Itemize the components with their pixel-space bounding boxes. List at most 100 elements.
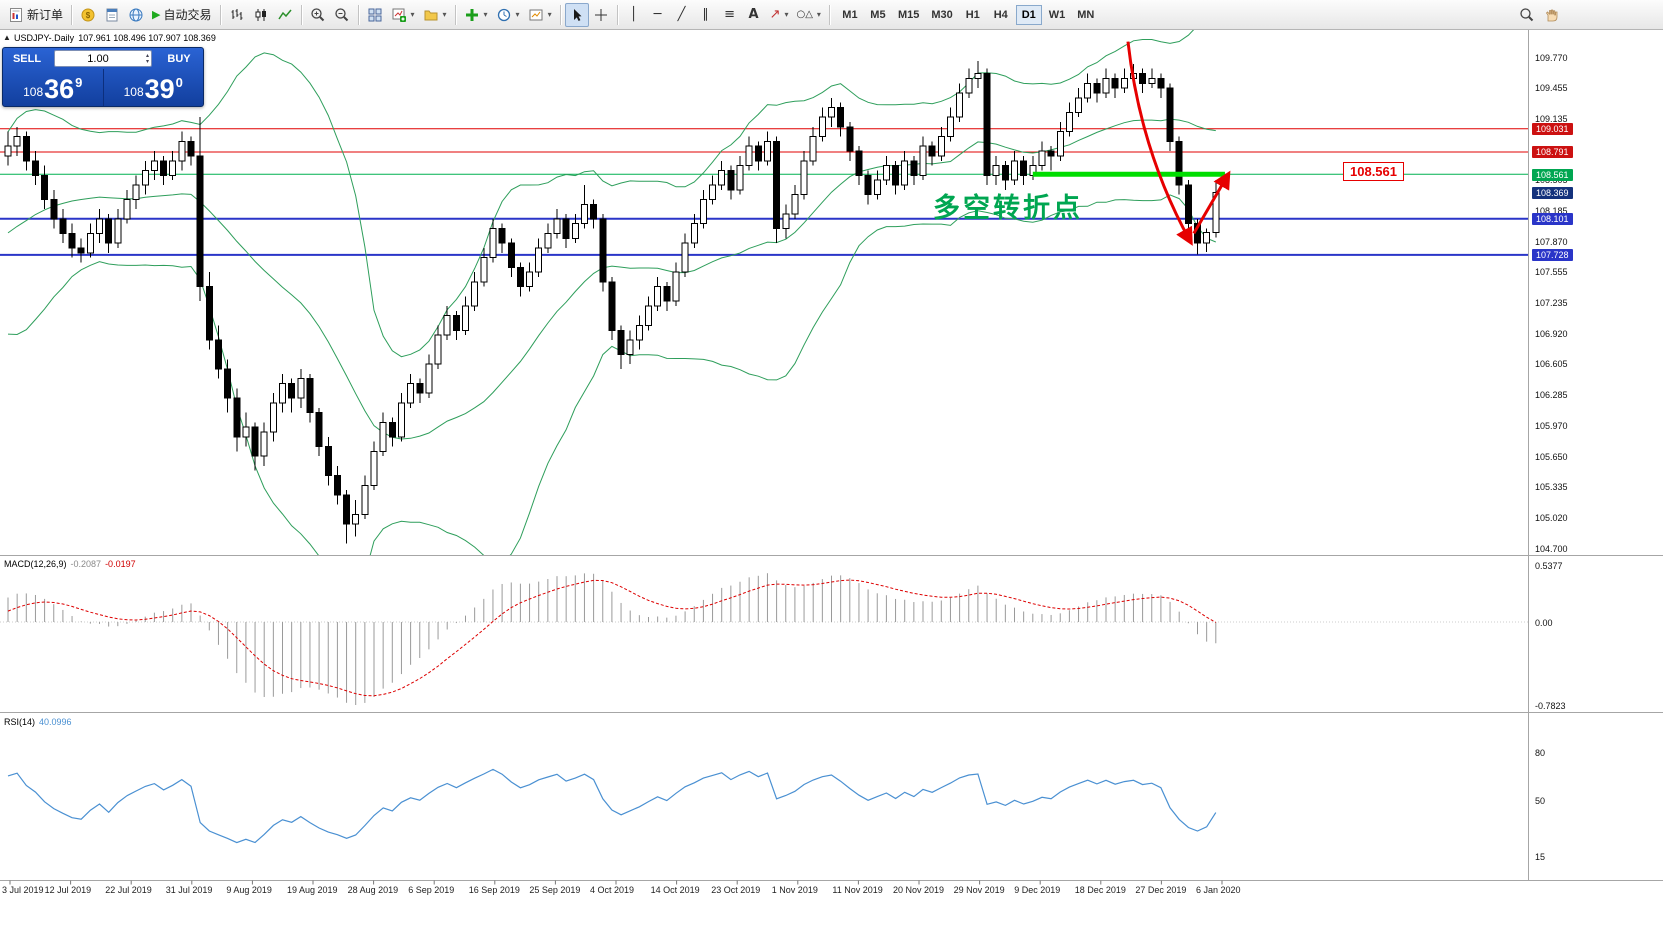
indicators-button[interactable]: ▾ bbox=[460, 3, 492, 27]
timeframe-button-w1[interactable]: W1 bbox=[1048, 8, 1066, 21]
price-tick: 105.020 bbox=[1535, 512, 1568, 523]
timeframe-button-m5[interactable]: M5 bbox=[870, 8, 886, 21]
volume-input[interactable] bbox=[55, 52, 151, 65]
profiles-button[interactable]: ▾ bbox=[419, 3, 451, 27]
time-axis-label: 4 Oct 2019 bbox=[590, 885, 635, 895]
timeframe-button-m1[interactable]: M1 bbox=[842, 8, 858, 21]
main-chart-plot[interactable] bbox=[0, 19, 1528, 591]
time-axis-label: 1 Nov 2019 bbox=[771, 885, 818, 895]
cursor-button[interactable] bbox=[564, 2, 589, 27]
macd-signal-value: -0.0197 bbox=[105, 559, 136, 569]
templates-button[interactable]: ▾ bbox=[524, 3, 556, 27]
macd-name: MACD(12,26,9) bbox=[4, 559, 67, 569]
toolbar-separator bbox=[616, 4, 618, 25]
horizontal-line-button[interactable]: ─ bbox=[646, 3, 670, 27]
sell-price-prefix: 108 bbox=[23, 85, 44, 99]
fibonacci-button[interactable]: ≡ bbox=[718, 3, 742, 27]
timeframe-toolbar: M1 M5 M15 M30 H1 H4 D1 W1 MN bbox=[836, 4, 1100, 25]
bar-chart-button[interactable] bbox=[225, 3, 249, 27]
spinner-down-icon[interactable]: ▾ bbox=[145, 58, 149, 65]
timeframe-button-mn[interactable]: MN bbox=[1077, 8, 1095, 21]
trade-panel-toggle[interactable]: ▲ bbox=[3, 33, 11, 42]
new-order-button[interactable]: 新订单 bbox=[4, 3, 67, 27]
toolbar-separator bbox=[828, 4, 830, 25]
buy-price-pip: 0 bbox=[175, 75, 183, 90]
time-axis-label: 23 Oct 2019 bbox=[711, 885, 761, 895]
vertical-line-icon: │ bbox=[629, 7, 638, 22]
rsi-value: 40.0996 bbox=[39, 717, 72, 727]
sell-button[interactable]: 108 36 9 bbox=[3, 69, 104, 106]
time-axis-label: 19 Aug 2019 bbox=[287, 885, 338, 895]
vertical-line-button[interactable]: │ bbox=[622, 3, 646, 27]
price-tick: 107.555 bbox=[1535, 267, 1568, 278]
zoom-out-icon bbox=[334, 7, 348, 21]
add-indicator-icon bbox=[465, 8, 478, 21]
finance-button[interactable]: $ bbox=[76, 3, 100, 27]
globe-icon bbox=[129, 8, 143, 21]
timeframe-button-d1[interactable]: D1 bbox=[1015, 4, 1042, 25]
auto-trading-button[interactable]: ▶ 自动交易 bbox=[148, 3, 215, 27]
price-tick: 104.700 bbox=[1535, 543, 1568, 554]
pan-button[interactable] bbox=[1539, 3, 1563, 27]
price-tag: 108.101 bbox=[1532, 213, 1573, 226]
arrows-tool-button[interactable]: ↗ ▾ bbox=[766, 3, 793, 27]
spinner-up-icon[interactable]: ▴ bbox=[145, 52, 149, 59]
toolbar-separator bbox=[357, 4, 359, 25]
main-toolbar: 新订单 $ ▶ 自动交易 bbox=[0, 0, 1663, 30]
crosshair-icon bbox=[594, 8, 607, 21]
macd-scale-tick: 0.5377 bbox=[1535, 560, 1563, 571]
timeframe-button-m30[interactable]: M30 bbox=[931, 8, 953, 21]
periods-button[interactable]: ▾ bbox=[492, 3, 524, 27]
time-axis-label: 14 Oct 2019 bbox=[650, 885, 700, 895]
price-tick: 108.185 bbox=[1535, 206, 1568, 217]
text-tool-button[interactable]: A bbox=[742, 3, 766, 27]
time-axis-label: 9 Dec 2019 bbox=[1014, 885, 1061, 895]
report-button[interactable] bbox=[100, 3, 124, 27]
price-tick: 107.235 bbox=[1535, 298, 1568, 309]
trendline-button[interactable]: ╱ bbox=[670, 3, 694, 27]
chevron-down-icon: ▾ bbox=[515, 10, 520, 19]
buy-button[interactable]: 108 39 0 bbox=[104, 69, 204, 106]
line-chart-button[interactable] bbox=[273, 3, 297, 27]
gold-coin-icon: $ bbox=[81, 8, 95, 21]
drawn-arrow[interactable] bbox=[1126, 41, 1193, 246]
tile-windows-button[interactable] bbox=[363, 3, 387, 27]
zoom-out-button[interactable] bbox=[330, 3, 354, 27]
channel-button[interactable]: ∥ bbox=[694, 3, 718, 27]
report-icon bbox=[106, 8, 118, 21]
chart-text-annotation[interactable]: 多空转折点 bbox=[933, 193, 1083, 223]
shapes-icon: ○△ bbox=[796, 9, 813, 20]
new-chart-button[interactable]: ▾ bbox=[387, 3, 419, 27]
price-tick: 107.870 bbox=[1535, 236, 1568, 247]
candlestick-chart-button[interactable] bbox=[249, 3, 273, 27]
drawn-arrow[interactable] bbox=[1192, 170, 1231, 235]
buy-price-main: 39 bbox=[144, 74, 175, 104]
zoom-in-button[interactable] bbox=[306, 3, 330, 27]
macd-histogram bbox=[7, 573, 1217, 705]
price-label-box[interactable]: 108.561 bbox=[1343, 162, 1404, 181]
text-tool-icon: A bbox=[748, 7, 759, 22]
template-chart-icon bbox=[529, 9, 543, 20]
buy-price-prefix: 108 bbox=[123, 85, 144, 99]
time-axis[interactable]: 3 Jul 2019 12 Jul 2019 22 Jul 2019 31 Jul 2… bbox=[0, 881, 1530, 899]
sell-label: SELL bbox=[12, 52, 42, 65]
timeframe-button-h4[interactable]: H4 bbox=[993, 8, 1008, 21]
time-axis-label: 12 Jul 2019 bbox=[44, 885, 92, 895]
time-axis-label: 9 Aug 2019 bbox=[226, 885, 272, 895]
timeframe-button-m15[interactable]: M15 bbox=[897, 8, 920, 21]
time-axis-label: 3 Jul 2019 bbox=[2, 885, 44, 895]
time-axis-label: 27 Dec 2019 bbox=[1135, 885, 1187, 895]
timeframe-button-h1[interactable]: H1 bbox=[965, 8, 980, 21]
symbol-info-line: USDJPY-.Daily 107.961 108.496 107.907 108… bbox=[14, 33, 216, 43]
svg-text:$: $ bbox=[86, 11, 91, 20]
play-icon: ▶ bbox=[152, 8, 161, 21]
community-button[interactable] bbox=[124, 3, 148, 27]
search-button[interactable] bbox=[1515, 3, 1539, 27]
price-tag: 108.369 bbox=[1532, 187, 1573, 200]
shapes-tool-button[interactable]: ○△ ▾ bbox=[793, 3, 825, 27]
trade-panel-prices: 108 36 9 108 39 0 bbox=[3, 69, 203, 106]
crosshair-button[interactable] bbox=[589, 3, 613, 27]
price-scale[interactable]: 109.770109.455109.135108.505108.185107.8… bbox=[1531, 0, 1661, 951]
